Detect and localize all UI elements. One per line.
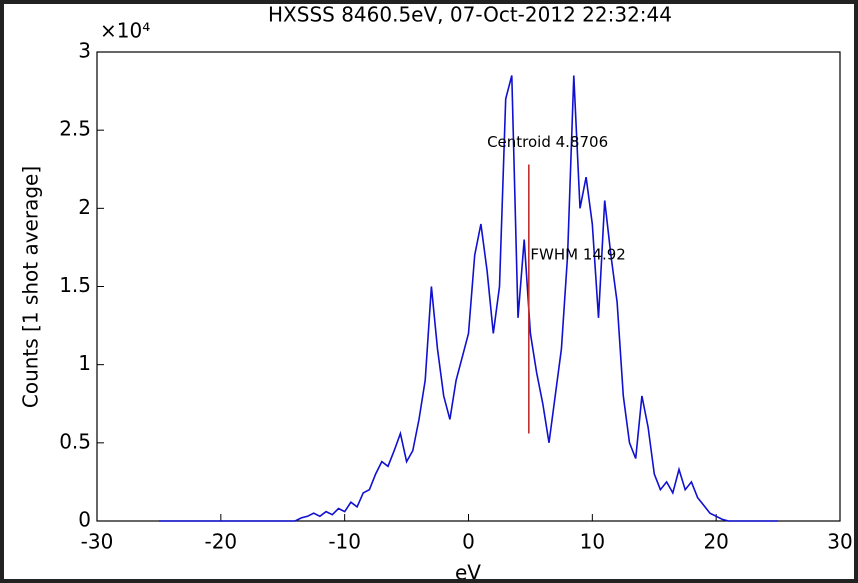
y-tick-label: 1.5 <box>59 273 91 297</box>
x-tick-label: 10 <box>580 530 605 554</box>
y-axis-label: Counts [1 shot average] <box>19 166 43 408</box>
y-multiplier: ×10⁴ <box>100 19 150 43</box>
data-line <box>158 75 779 522</box>
annotation: Centroid 4.8706 <box>487 133 608 151</box>
y-tick-label: 2.5 <box>59 117 91 141</box>
y-tick-label: 1 <box>78 351 91 375</box>
x-tick-label: -30 <box>81 530 114 554</box>
chart-title: HXSSS 8460.5eV, 07-Oct-2012 22:32:44 <box>268 3 672 27</box>
y-tick-label: 0.5 <box>59 429 91 453</box>
y-tick-label: 3 <box>78 39 91 63</box>
y-tick-label: 0 <box>78 508 91 532</box>
x-tick-label: 30 <box>827 530 852 554</box>
y-tick-label: 2 <box>78 195 91 219</box>
x-tick-label: 0 <box>462 530 475 554</box>
x-tick-label: -10 <box>328 530 361 554</box>
x-tick-label: 20 <box>703 530 728 554</box>
x-axis-label: eV <box>455 561 481 583</box>
x-tick-label: -20 <box>204 530 237 554</box>
annotation: FWHM 14.92 <box>530 246 625 264</box>
